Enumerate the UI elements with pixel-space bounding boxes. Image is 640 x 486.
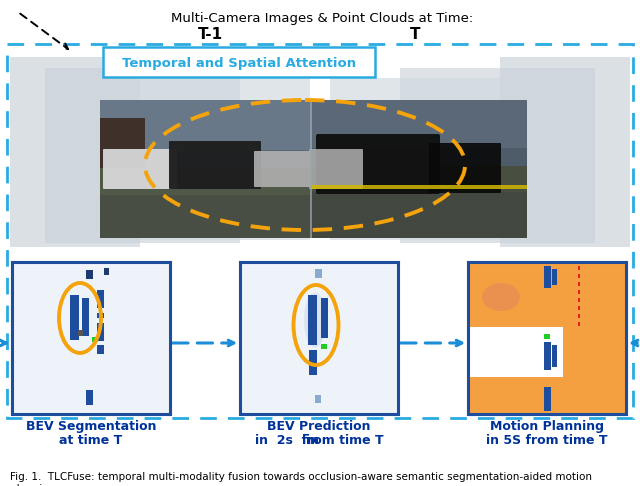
FancyBboxPatch shape	[429, 143, 501, 193]
Bar	[578, 314, 580, 318]
Bar	[97, 290, 104, 308]
Text: Fig. 1.  TLCFuse: temporal multi-modality fusion towards occlusion-aware semanti: Fig. 1. TLCFuse: temporal multi-modality…	[10, 472, 592, 486]
Bar	[97, 313, 104, 318]
Bar	[315, 269, 322, 278]
FancyBboxPatch shape	[169, 141, 261, 189]
Bar	[86, 270, 93, 279]
Bar	[86, 390, 93, 405]
Bar	[544, 387, 551, 411]
Bar	[10, 57, 140, 247]
Bar	[12, 262, 170, 414]
Bar	[321, 298, 328, 338]
Bar	[7, 44, 633, 418]
Bar	[97, 323, 104, 341]
Bar	[315, 395, 321, 403]
Ellipse shape	[482, 283, 520, 311]
Bar	[78, 330, 83, 336]
Bar	[82, 298, 89, 336]
Bar	[104, 268, 109, 275]
Bar	[578, 322, 580, 326]
Bar	[544, 334, 550, 339]
Bar	[578, 266, 580, 270]
Text: BEV Prediction: BEV Prediction	[268, 420, 371, 433]
Text: T: T	[410, 27, 420, 42]
Text: BEV Segmentation: BEV Segmentation	[26, 420, 156, 433]
Bar	[80, 78, 310, 240]
Bar	[12, 262, 170, 414]
FancyBboxPatch shape	[254, 151, 311, 187]
Bar	[330, 78, 560, 240]
Bar	[310, 100, 312, 238]
Text: Motion Planning: Motion Planning	[490, 420, 604, 433]
Text: T-1: T-1	[197, 27, 223, 42]
Text: in: in	[301, 434, 319, 447]
Bar	[100, 100, 312, 150]
Bar	[544, 266, 551, 288]
Bar	[100, 100, 312, 238]
Bar	[544, 342, 551, 370]
Bar	[500, 57, 630, 247]
Bar	[321, 344, 327, 349]
Bar	[12, 262, 170, 414]
Bar	[308, 295, 317, 345]
Bar	[240, 262, 398, 414]
Bar	[468, 262, 626, 327]
Bar	[309, 350, 317, 375]
FancyBboxPatch shape	[103, 47, 375, 77]
Bar	[578, 282, 580, 286]
Text: at time T: at time T	[60, 434, 123, 447]
Bar	[312, 185, 527, 189]
FancyBboxPatch shape	[316, 134, 440, 194]
Bar	[552, 345, 557, 367]
Bar	[100, 118, 145, 178]
FancyBboxPatch shape	[103, 149, 177, 189]
Bar	[578, 306, 580, 310]
FancyBboxPatch shape	[309, 149, 363, 189]
Bar	[92, 337, 98, 342]
Bar	[312, 100, 527, 148]
Ellipse shape	[304, 293, 326, 347]
Bar	[45, 68, 240, 243]
Bar	[100, 168, 312, 238]
Bar	[468, 327, 563, 377]
Bar	[544, 334, 550, 339]
Bar	[578, 298, 580, 302]
Bar	[578, 274, 580, 278]
Bar	[400, 68, 595, 243]
Bar	[552, 269, 557, 285]
Bar	[468, 377, 563, 414]
Bar	[578, 290, 580, 294]
Bar	[70, 295, 79, 340]
Text: in  2s  from time T: in 2s from time T	[255, 434, 383, 447]
Bar	[468, 262, 626, 414]
Bar	[563, 327, 626, 414]
Bar	[240, 262, 398, 414]
Bar	[312, 192, 527, 238]
Bar	[312, 166, 527, 238]
Text: in: in	[306, 434, 323, 447]
Bar	[468, 262, 626, 414]
Bar	[100, 195, 312, 238]
Bar	[312, 100, 527, 238]
Bar	[97, 345, 104, 354]
Text: Temporal and Spatial Attention: Temporal and Spatial Attention	[122, 56, 356, 69]
Text: in 5S from time T: in 5S from time T	[486, 434, 608, 447]
Text: Multi-Camera Images & Point Clouds at Time:: Multi-Camera Images & Point Clouds at Ti…	[171, 12, 473, 25]
Bar	[240, 262, 398, 414]
